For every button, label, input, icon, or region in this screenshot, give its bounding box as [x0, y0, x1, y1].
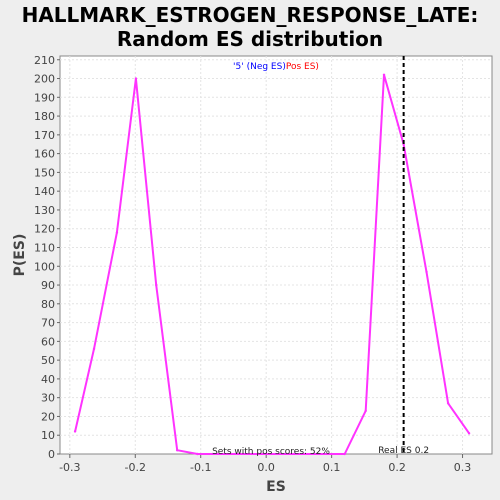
y-tick-label: 70: [41, 317, 55, 330]
axis-ticks: 0 10 20 30 40 50 60 70 80 90 100 110 120 130 140 150 160…: [34, 54, 471, 474]
y-tick-label: 180: [34, 110, 55, 123]
real-es-marker: Real ES 0.2: [378, 56, 429, 456]
series-point: [364, 409, 367, 413]
chart-title-line-2: Random ES distribution: [117, 27, 383, 51]
legend: '5' (Neg ES)Pos ES): [233, 62, 319, 72]
x-tick-label: -0.3: [59, 461, 80, 474]
y-tick-label: 50: [41, 354, 55, 367]
y-tick-label: 90: [41, 279, 55, 292]
y-tick-label: 130: [34, 204, 55, 217]
y-tick-label: 80: [41, 298, 55, 311]
x-tick-label: 0.0: [257, 461, 275, 474]
legend-pos-es: Pos ES): [286, 62, 319, 72]
x-tick-label: 0.2: [388, 461, 406, 474]
x-tick-label: 0.1: [323, 461, 341, 474]
y-tick-label: 170: [34, 129, 55, 142]
y-tick-label: 210: [34, 54, 55, 67]
y-tick-label: 150: [34, 166, 55, 179]
series-point: [196, 452, 199, 456]
y-tick-label: 100: [34, 260, 55, 273]
x-tick-label: 0.3: [454, 461, 472, 474]
series-point: [175, 449, 179, 452]
pos-scores-annotation: Sets with pos scores: 52%: [212, 447, 330, 457]
y-tick-label: 30: [41, 392, 55, 405]
x-axis-label: ES: [266, 479, 286, 495]
series-point: [446, 402, 450, 405]
x-tick-label: -0.2: [125, 461, 146, 474]
plot-area: [59, 55, 493, 455]
series-line: [74, 73, 470, 455]
y-tick-label: 200: [34, 73, 55, 86]
y-tick-label: 190: [34, 91, 55, 104]
y-axis-label: P(ES): [12, 234, 28, 277]
y-tick-label: 40: [41, 373, 55, 386]
series-point: [343, 452, 346, 456]
y-tick-label: 60: [41, 335, 55, 348]
chart-title-line-1: HALLMARK_ESTROGEN_RESPONSE_LATE:: [22, 3, 479, 27]
series-point: [92, 347, 96, 351]
x-tick-label: -0.1: [190, 461, 211, 474]
series-point: [134, 77, 138, 80]
y-tick-label: 0: [48, 448, 55, 461]
series-point: [155, 283, 158, 287]
series-point: [467, 432, 471, 435]
series-point: [425, 270, 428, 274]
y-tick-label: 20: [41, 410, 55, 423]
series-point: [382, 73, 386, 76]
y-tick-label: 140: [34, 185, 55, 198]
series-point: [73, 430, 77, 433]
y-tick-label: 120: [34, 223, 55, 236]
y-tick-label: 160: [34, 148, 55, 161]
y-tick-label: 110: [34, 241, 55, 254]
y-tick-label: 10: [41, 429, 55, 442]
series-point: [115, 231, 119, 234]
legend-neg-es: '5' (Neg ES): [233, 62, 286, 72]
real-es-label: Real ES 0.2: [378, 446, 429, 456]
